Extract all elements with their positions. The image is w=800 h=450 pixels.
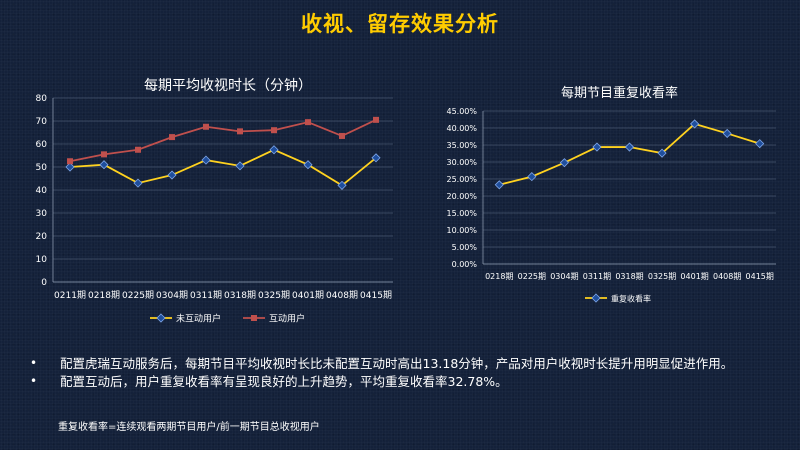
chart-1-xtick-label: 0225期 [518,272,546,281]
chart-0-series-1-point [339,132,345,139]
chart-0-series-1-point [101,151,107,158]
chart-1-legend-marker [591,293,601,303]
chart-0-ytick-label: 60 [36,140,48,150]
chart-0-ytick-label: 30 [36,209,48,219]
chart-1-series-0-point [592,142,602,152]
chart-1-ytick-label: 25.00% [446,175,477,184]
chart-0-xtick-label: 0415期 [360,290,392,301]
chart-0-xtick-label: 0401期 [292,290,324,301]
chart-1-ytick-label: 0.00% [452,260,478,269]
chart-0-legend-label: 互动用户 [269,313,305,325]
chart-0-series-1-point [203,123,209,130]
chart-0-xtick-label: 0408期 [326,290,358,301]
chart-0-xtick-label: 0211期 [54,290,86,301]
chart-1-legend-label: 重复收看率 [611,294,651,304]
chart-0-series-0-point [65,162,75,172]
chart-0-ytick-label: 40 [36,186,48,196]
chart-0-series-1-point [237,128,243,135]
footnote: 重复收看率=连续观看两期节目用户/前一期节目总收视用户 [58,422,320,433]
chart-1-ytick-label: 30.00% [446,158,477,167]
chart-1-series-0-point [657,148,667,158]
chart-0-series-1-line [69,119,377,163]
chart-0-xtick-label: 0218期 [88,290,120,301]
chart-1-series-0-point [722,128,732,139]
chart-1-xtick-label: 0325期 [648,272,676,281]
chart-0-series-1-point [135,146,141,153]
chart-0-xtick-label: 0318期 [224,290,256,301]
chart-0-xtick-label: 0325期 [258,290,290,301]
chart-1-xtick-label: 0304期 [550,272,578,281]
chart-0-ytick-label: 0 [41,278,47,288]
chart-1-ytick-label: 10.00% [446,226,477,235]
chart-1-series-0-point [624,142,635,152]
chart-1-xtick-label: 0318期 [615,272,643,281]
chart-1-ytick-label: 15.00% [446,209,477,218]
bullet-item-2: 配置互动后，用户重复收看率有呈现良好的上升趋势，平均重复收看率32.78%。 [28,373,773,390]
chart-1-series-0-point [559,158,569,168]
chart-1-ytick-label: 45.00% [446,107,477,116]
bullet-list: 配置虎瑞互动服务后，每期节目平均收视时长比未配置互动时高出13.18分钟，产品对… [28,355,773,391]
chart-1-xtick-label: 0401期 [680,272,708,281]
chart-1-ytick-label: 40.00% [446,124,477,133]
chart-1-series-0-point [755,139,765,149]
bullet-item-1: 配置虎瑞互动服务后，每期节目平均收视时长比未配置互动时高出13.18分钟，产品对… [28,355,773,372]
chart-0-ytick-label: 50 [36,163,48,173]
chart-0-series-0-point [303,160,313,170]
chart-0-series-0-point [133,178,143,188]
chart-0-ytick-label: 20 [36,232,48,242]
chart-1-series-0-point [494,180,504,190]
chart-0-series-0-point [167,170,177,180]
chart-0-series-1-point [169,134,175,141]
chart-1-ytick-label: 35.00% [446,141,477,150]
chart-0-series-1-point [67,158,73,165]
chart-0-ytick-label: 70 [36,117,48,127]
chart-0-series-0-point [201,155,211,165]
slide-title: 收视、留存效果分析 [301,12,499,36]
chart-1-xtick-label: 0311期 [583,272,611,281]
chart-0-xtick-label: 0311期 [190,290,222,301]
chart-0-xtick-label: 0225期 [122,290,154,301]
chart-1-series-0-line [499,122,760,186]
chart-0-legend-marker [156,313,166,323]
chart-0-series-0-point [269,145,279,155]
chart-1-xtick-label: 0415期 [746,272,774,281]
chart-1-ytick-label: 20.00% [446,192,477,201]
chart-0-series-0-point [99,160,109,170]
chart-0-series-1-point [305,119,311,126]
chart-0-series-0-point [235,161,245,171]
chart-0-ytick-label: 80 [36,94,48,104]
chart-0-series-0-line [69,148,377,187]
chart-0-series-1-point [271,127,277,134]
chart-1-title: 每期节目重复收看率 [561,85,678,101]
chart-1-ytick-label: 5.00% [452,243,478,252]
chart-0-legend-label: 未互动用户 [176,313,221,325]
chart-0-series-0-point [337,180,347,190]
chart-1-xtick-label: 0408期 [713,272,741,281]
chart-0-title: 每期平均收视时长（分钟） [144,77,312,94]
chart-0-series-0-point [371,153,381,163]
chart-0-legend-marker [251,315,257,321]
chart-0-xtick-label: 0304期 [156,290,188,301]
chart-0-ytick-label: 10 [36,255,48,265]
chart-0-series-1-point [373,116,379,123]
chart-1-series-0-point [527,172,537,182]
chart-1-xtick-label: 0218期 [485,272,513,281]
chart-1-series-0-point [690,119,700,129]
